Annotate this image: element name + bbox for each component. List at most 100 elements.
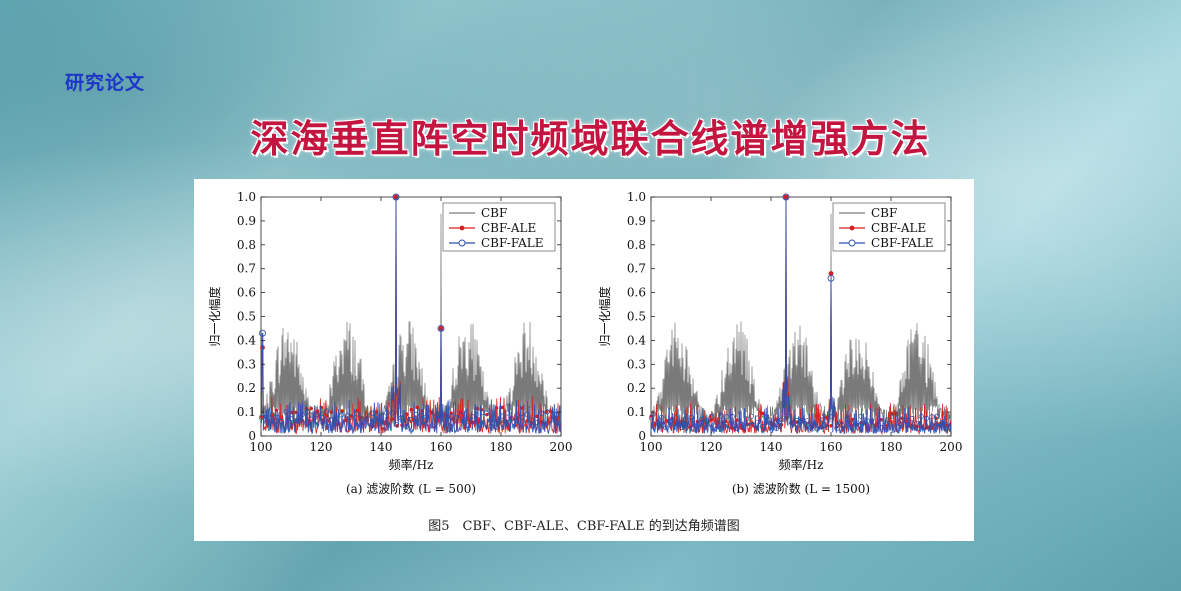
y-tick-label: 0.2 — [627, 381, 646, 395]
fale-marker — [918, 413, 924, 420]
ale-marker — [405, 412, 409, 416]
fale-marker — [759, 423, 765, 429]
fale-marker — [329, 417, 335, 423]
legend-label: CBF-ALE — [871, 221, 926, 235]
fale-marker — [904, 418, 910, 424]
series-cbf-fale-line — [650, 196, 952, 435]
fale-marker — [914, 420, 920, 427]
fale-marker — [744, 416, 750, 422]
fale-marker — [673, 415, 679, 421]
ale-marker — [415, 405, 420, 410]
fale-marker — [544, 409, 550, 415]
fale-marker — [678, 424, 684, 430]
fale-marker — [459, 412, 465, 419]
y-tick-label: 1.0 — [627, 190, 646, 204]
fale-marker — [929, 414, 935, 420]
fale-marker — [488, 423, 494, 429]
legend-label: CBF-FALE — [481, 236, 544, 250]
fale-marker — [274, 414, 280, 420]
x-tick-label: 200 — [550, 440, 573, 454]
fale-marker — [324, 408, 330, 414]
fale-marker — [453, 414, 459, 420]
fale-marker — [288, 416, 295, 422]
x-tick-label: 100 — [640, 440, 663, 454]
fale-marker — [763, 414, 769, 420]
x-tick-label: 140 — [370, 440, 393, 454]
fale-marker — [879, 425, 885, 431]
fale-marker — [834, 425, 840, 432]
y-axis-label: 归一化幅度 — [207, 286, 222, 346]
fale-marker — [714, 420, 720, 426]
fale-marker — [848, 420, 854, 426]
chart-a: 0 0.1 0.2 0.3 0.4 0.5 0.6 0.7 0.8 0.9 1.0 100 120 140… — [207, 190, 573, 496]
x-tick-label: 120 — [700, 440, 723, 454]
legend-label: CBF — [871, 206, 897, 220]
figure-panel: 0 0.1 0.2 0.3 0.4 0.5 0.6 0.7 0.8 0.9 1.0 100 120 140… — [194, 179, 974, 541]
y-tick-label: 0.6 — [237, 286, 256, 300]
legend-marker — [849, 225, 855, 231]
fale-marker — [524, 412, 530, 418]
x-axis-label: 频率/Hz — [779, 457, 824, 472]
fale-marker — [539, 411, 545, 417]
fale-marker — [413, 411, 419, 417]
fale-marker — [923, 415, 930, 421]
fale-marker — [754, 415, 760, 421]
ale-marker — [500, 405, 505, 410]
y-tick-label: 0.9 — [627, 214, 646, 228]
x-axis-label: 频率/Hz — [389, 457, 434, 472]
y-tick-label: 0 — [248, 429, 256, 443]
fale-marker — [799, 417, 805, 423]
fale-marker — [443, 414, 449, 420]
fale-marker — [504, 410, 510, 416]
fale-marker — [789, 420, 795, 426]
ale-marker — [340, 409, 344, 413]
y-tick-label: 0.5 — [237, 310, 256, 324]
y-tick-label: 0.5 — [627, 310, 646, 324]
fale-marker — [258, 414, 264, 421]
legend-marker — [459, 225, 465, 231]
fale-marker — [894, 424, 900, 430]
paper-tag: 研究论文 — [65, 72, 146, 94]
fale-marker — [729, 413, 735, 420]
fale-marker — [794, 417, 800, 424]
y-tick-label: 0.1 — [627, 405, 646, 419]
fale-marker — [654, 420, 660, 426]
chart-subtitle: (a) 滤波阶数 (L = 500) — [346, 481, 476, 496]
fale-peak-marker — [437, 324, 445, 332]
ale-marker — [525, 419, 529, 423]
fale-marker — [514, 412, 520, 418]
fale-marker — [369, 410, 375, 416]
ale-marker — [850, 417, 855, 422]
fale-marker — [374, 413, 380, 419]
fale-marker — [439, 410, 445, 416]
fale-marker — [519, 415, 525, 421]
legend-label: CBF-FALE — [871, 236, 934, 250]
ale-marker — [760, 411, 765, 416]
y-tick-label: 0.9 — [237, 214, 256, 228]
fale-peak-marker — [392, 193, 400, 201]
fale-marker — [294, 418, 300, 424]
fale-marker — [814, 426, 820, 432]
slide-title: 深海垂直阵空时频域联合线谱增强方法 — [250, 116, 931, 161]
fale-marker — [378, 420, 384, 426]
fale-marker — [884, 417, 890, 423]
fale-marker — [873, 426, 880, 432]
x-tick-label: 200 — [940, 440, 963, 454]
fale-marker — [548, 417, 554, 423]
series-cbf-fale-line — [260, 196, 562, 435]
fale-marker — [278, 418, 284, 425]
ale-marker — [519, 406, 524, 410]
y-tick-label: 0.2 — [237, 381, 256, 395]
fale-marker — [739, 422, 745, 428]
fale-marker — [528, 417, 534, 423]
legend-label: CBF — [481, 206, 507, 220]
x-tick-label: 120 — [310, 440, 333, 454]
fale-marker — [359, 423, 365, 429]
chart-subtitle: (b) 滤波阶数 (L = 1500) — [732, 481, 870, 496]
fale-marker — [464, 422, 470, 428]
legend-marker — [458, 239, 466, 247]
fale-marker — [398, 415, 404, 421]
fale-marker — [804, 417, 810, 423]
fale-marker — [854, 420, 860, 426]
fale-marker — [264, 419, 270, 425]
